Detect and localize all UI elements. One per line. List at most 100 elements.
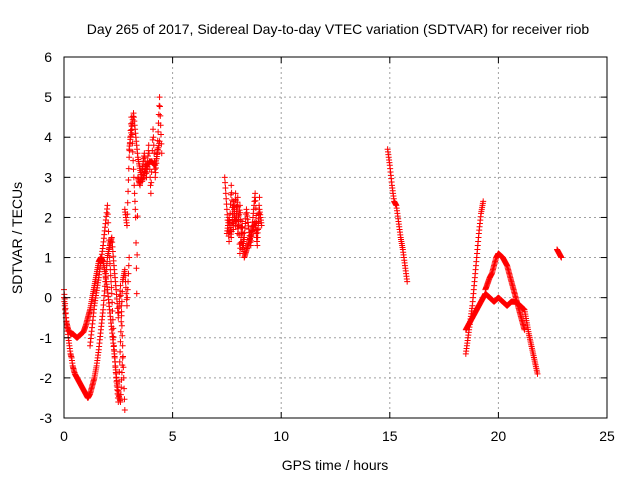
data-point	[255, 218, 262, 225]
data-point	[232, 190, 239, 197]
data-point	[110, 342, 117, 349]
data-point	[123, 290, 130, 297]
data-point	[116, 378, 123, 385]
data-point	[115, 398, 122, 405]
chart-title: Day 265 of 2017, Sidereal Day-to-day VTE…	[87, 21, 590, 37]
data-point	[235, 203, 242, 210]
data-point	[125, 165, 132, 172]
data-point	[111, 353, 118, 360]
data-point	[111, 348, 118, 355]
data-point	[121, 385, 128, 392]
plot-frame	[63, 56, 608, 419]
data-point	[521, 326, 528, 333]
data-point	[238, 229, 245, 236]
data-point	[117, 338, 124, 345]
data-point	[151, 150, 158, 157]
data-point	[109, 316, 116, 323]
data-point	[147, 182, 154, 189]
data-point	[109, 299, 116, 306]
x-tick-label: 15	[382, 428, 398, 444]
data-point	[157, 122, 164, 129]
axis-ticks: 0 5 10 15 20 25 -3 -2 -1 0 1 2 3 4 5 6	[40, 49, 615, 444]
data-point	[119, 332, 126, 339]
x-tick-label: 10	[273, 428, 289, 444]
x-tick-label: 20	[491, 428, 507, 444]
data-point	[222, 185, 229, 192]
data-point	[223, 195, 230, 202]
data-point	[222, 179, 229, 186]
data-point	[221, 174, 228, 181]
data-point	[124, 286, 131, 293]
data-point	[105, 237, 112, 244]
data-point	[129, 148, 136, 155]
data-point	[240, 236, 247, 243]
data-point	[118, 308, 125, 315]
data-point	[121, 266, 128, 273]
data-point	[255, 226, 262, 233]
data-point	[148, 179, 155, 186]
data-point	[131, 190, 138, 197]
data-point	[106, 245, 113, 252]
data-point	[148, 168, 155, 175]
data-point	[119, 354, 126, 361]
data-point	[150, 142, 157, 149]
y-tick-label: 0	[44, 290, 52, 306]
data-point	[122, 272, 129, 279]
data-point	[156, 138, 163, 145]
y-tick-label: 3	[44, 169, 52, 185]
data-point	[237, 217, 244, 224]
data-point	[155, 128, 162, 135]
data-point	[107, 266, 114, 273]
data-point	[252, 205, 259, 212]
grid	[64, 57, 607, 418]
data-point	[239, 218, 246, 225]
data-point	[106, 254, 113, 261]
data-point	[227, 201, 234, 208]
y-axis-label: SDTVAR / TECUs	[9, 182, 25, 294]
y-tick-label: -3	[40, 410, 53, 426]
data-point	[104, 202, 111, 209]
data-point	[124, 211, 131, 218]
data-point	[258, 222, 265, 229]
data-point	[237, 245, 244, 252]
data-point	[236, 241, 243, 248]
data-point	[130, 157, 137, 164]
data-point	[149, 136, 156, 143]
data-point	[133, 290, 140, 297]
data-point	[254, 242, 261, 249]
data-point	[118, 302, 125, 309]
data-point	[132, 206, 139, 213]
data-point	[155, 111, 162, 118]
data-point	[125, 188, 132, 195]
data-point	[228, 182, 235, 189]
data-point	[118, 384, 125, 391]
data-point	[125, 177, 132, 184]
data-point	[130, 166, 137, 173]
data-point	[118, 322, 125, 329]
data-point	[228, 228, 235, 235]
data-point	[235, 222, 242, 229]
data-point	[125, 262, 132, 269]
data-point	[157, 112, 164, 119]
data-point	[117, 348, 124, 355]
data-point	[117, 292, 124, 299]
data-point	[104, 211, 111, 218]
data-point	[112, 369, 119, 376]
data-point	[238, 223, 245, 230]
y-tick-label: 6	[44, 49, 52, 65]
data-point	[147, 190, 154, 197]
data-point	[150, 126, 157, 133]
data-points	[61, 94, 565, 413]
data-point	[121, 406, 128, 413]
data-point	[239, 230, 246, 237]
y-tick-label: 4	[44, 129, 52, 145]
data-point	[109, 308, 116, 315]
y-tick-label: 5	[44, 89, 52, 105]
data-point	[145, 142, 152, 149]
data-point	[124, 294, 131, 301]
data-point	[534, 370, 541, 377]
x-tick-label: 25	[599, 428, 615, 444]
data-point	[126, 154, 133, 161]
data-point	[158, 150, 165, 157]
